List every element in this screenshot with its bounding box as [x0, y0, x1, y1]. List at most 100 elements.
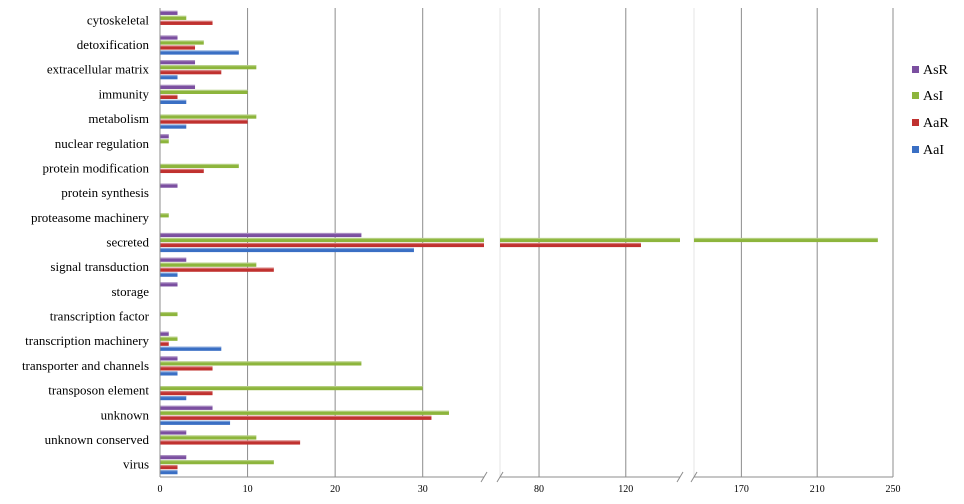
bar-highlight — [500, 237, 680, 240]
bar-highlight — [160, 10, 178, 12]
bar-asr-storage-seg0 — [160, 282, 178, 287]
bar-highlight — [160, 366, 213, 368]
bar-highlight — [160, 70, 222, 72]
bar-asi-extracellular-matrix-seg0 — [160, 65, 257, 70]
bar-highlight — [160, 430, 187, 432]
bar-highlight — [160, 163, 239, 166]
bar-aai-immunity-seg0 — [160, 99, 187, 104]
legend-label-asr: AsR — [923, 63, 949, 78]
category-label-transcription-factor: transcription factor — [50, 309, 150, 324]
bar-aar-secreted-seg1 — [500, 242, 641, 248]
bar-highlight — [160, 356, 178, 358]
bar-highlight — [160, 232, 362, 235]
bar-highlight — [694, 237, 878, 240]
bar-highlight — [160, 99, 187, 101]
bar-asi-nuclear-regulation-seg0 — [160, 139, 169, 144]
bar-highlight — [160, 282, 178, 284]
category-label-transporter-and-channels: transporter and channels — [22, 358, 149, 373]
bar-aar-transporter-and-channels-seg0 — [160, 366, 213, 371]
bar-highlight — [160, 391, 213, 393]
bar-asi-secreted-seg1 — [500, 237, 680, 243]
bar-asi-signal-transduction-seg0 — [160, 262, 257, 267]
bar-highlight — [160, 139, 169, 141]
x-tick-250: 250 — [886, 484, 901, 495]
bar-aai-virus-seg0 — [160, 470, 178, 475]
category-label-unknown-conserved: unknown conserved — [45, 432, 150, 447]
bar-highlight — [160, 257, 187, 259]
axis-break-right-0 — [496, 471, 504, 483]
bar-highlight — [160, 267, 274, 269]
legend-swatch-asi — [912, 92, 919, 99]
bar-highlight — [500, 242, 641, 245]
legend-label-asi: AsI — [923, 89, 944, 104]
category-label-secreted: secreted — [106, 235, 149, 250]
bar-highlight — [160, 20, 213, 22]
category-label-transcription-machinery: transcription machinery — [25, 333, 149, 348]
axis-break-left-1 — [676, 471, 684, 483]
x-tick-20: 20 — [330, 484, 340, 495]
category-labels: cytoskeletal detoxification extracellular … — [22, 12, 150, 471]
bar-asi-secreted-seg2 — [694, 237, 878, 243]
bar-asi-metabolism-seg0 — [160, 114, 257, 119]
bar-asr-unknown-conserved-seg0 — [160, 430, 187, 435]
bar-highlight — [160, 465, 178, 467]
category-label-metabolism: metabolism — [88, 111, 149, 126]
bar-aar-protein-modification-seg0 — [160, 168, 204, 174]
bar-asr-protein-synthesis-seg0 — [160, 183, 178, 188]
bar-highlight — [160, 346, 222, 348]
bar-asi-unknown-seg0 — [160, 410, 449, 415]
bar-highlight — [160, 168, 204, 171]
category-label-proteasome-machinery: proteasome machinery — [31, 210, 150, 225]
bar-aai-unknown-seg0 — [160, 420, 231, 425]
bar-asi-transcription-factor-seg0 — [160, 311, 178, 317]
category-label-immunity: immunity — [98, 86, 149, 101]
x-tick-80: 80 — [534, 484, 544, 495]
bar-highlight — [160, 247, 414, 250]
category-label-signal-transduction: signal transduction — [50, 259, 149, 274]
bar-asr-nuclear-regulation-seg0 — [160, 134, 169, 139]
bar-highlight — [160, 134, 169, 136]
legend-label-aar: AaR — [923, 116, 949, 131]
bar-highlight — [160, 440, 301, 442]
bar-highlight — [160, 405, 213, 407]
category-label-virus: virus — [123, 457, 149, 472]
bar-highlight — [160, 396, 187, 398]
bar-asr-transcription-machinery-seg0 — [160, 331, 169, 336]
bar-asi-transposon-element-seg0 — [160, 386, 423, 391]
bar-asi-unknown-conserved-seg0 — [160, 435, 257, 440]
bar-asr-detoxification-seg0 — [160, 35, 178, 40]
bar-asi-detoxification-seg0 — [160, 40, 204, 45]
bar-highlight — [160, 65, 257, 67]
bar-highlight — [160, 311, 178, 314]
axes — [159, 8, 893, 483]
category-label-cytoskeletal: cytoskeletal — [87, 12, 149, 27]
bar-highlight — [160, 119, 248, 121]
bar-highlight — [160, 371, 178, 373]
tick-labels: 0 10 20 30 80 120 170 210 250 — [158, 484, 901, 495]
bar-highlight — [160, 15, 187, 17]
bar-highlight — [160, 45, 196, 47]
x-tick-30: 30 — [418, 484, 428, 495]
bar-aar-secreted-seg0 — [160, 242, 484, 248]
bar-highlight — [160, 84, 196, 86]
bar-asi-virus-seg0 — [160, 460, 274, 465]
bar-aai-transporter-and-channels-seg0 — [160, 371, 178, 376]
category-label-protein-modification: protein modification — [42, 160, 149, 175]
bar-asr-secreted-seg0 — [160, 232, 362, 238]
bar-highlight — [160, 237, 484, 240]
bar-aar-unknown-seg0 — [160, 415, 432, 420]
bar-aar-metabolism-seg0 — [160, 119, 248, 124]
x-tick-0: 0 — [158, 484, 163, 495]
bar-asr-virus-seg0 — [160, 455, 187, 460]
legend-swatch-aai — [912, 146, 919, 153]
bar-highlight — [160, 262, 257, 264]
bar-highlight — [160, 40, 204, 42]
bar-asr-signal-transduction-seg0 — [160, 257, 187, 262]
bar-highlight — [160, 331, 169, 333]
bar-asr-cytoskeletal-seg0 — [160, 10, 178, 15]
bar-highlight — [160, 460, 274, 462]
bar-highlight — [160, 415, 432, 417]
bar-highlight — [160, 386, 423, 388]
bar-asr-unknown-seg0 — [160, 405, 213, 410]
bar-highlight — [160, 124, 187, 126]
